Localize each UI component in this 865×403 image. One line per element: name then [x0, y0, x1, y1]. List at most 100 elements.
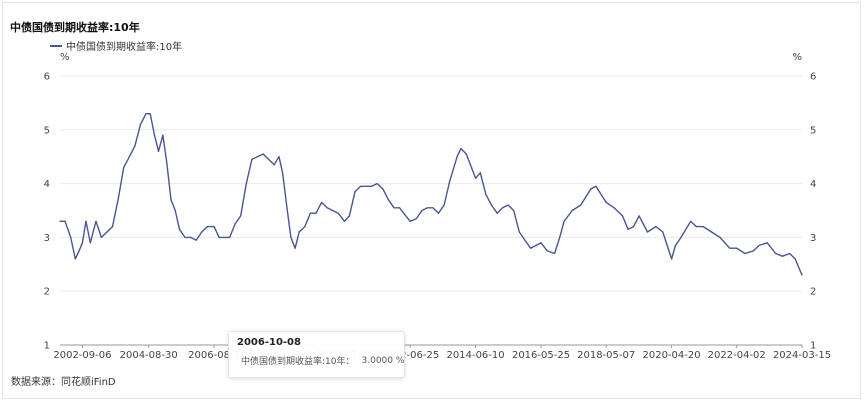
x-tick-label: 2018-05-07: [577, 350, 635, 361]
data-point: [145, 113, 147, 115]
data-point: [166, 161, 168, 163]
y-axis-right: 1 2 3 4 5 6%: [792, 52, 816, 352]
legend[interactable]: 中债国债到期收益率:10年: [50, 38, 182, 53]
y-tick-label-right: 2: [810, 287, 816, 298]
data-point: [638, 215, 640, 217]
data-point: [174, 209, 176, 212]
data-point: [690, 220, 692, 222]
data-point: [256, 156, 259, 158]
series-layer: [59, 112, 803, 276]
y-tick-label-right: 6: [810, 72, 816, 83]
data-point: [100, 236, 102, 238]
data-point: [309, 212, 311, 214]
data-point: [149, 113, 151, 115]
data-point: [273, 164, 275, 166]
data-point: [646, 231, 649, 233]
data-point: [524, 239, 526, 241]
data-point: [360, 185, 362, 187]
data-point: [393, 207, 395, 209]
data-point: [282, 172, 284, 174]
x-axis-labels: 2002-09-062004-08-302006-08-12008-07-242…: [53, 350, 831, 361]
data-point: [89, 242, 91, 244]
data-point: [680, 236, 682, 238]
tooltip-series-name: 中债国债到期收益率:10年：: [241, 357, 355, 367]
data-point: [479, 172, 481, 174]
data-point: [111, 226, 114, 228]
data-point: [382, 188, 384, 190]
data-point: [496, 212, 498, 214]
y-tick-label-left: 6: [44, 72, 50, 83]
data-point: [465, 153, 467, 155]
chart-title: 中债国债到期收益率:10年: [10, 21, 140, 34]
series-line: [60, 112, 803, 276]
data-point: [326, 207, 328, 209]
data-point: [370, 185, 373, 187]
data-point: [376, 183, 378, 185]
data-point: [563, 220, 565, 222]
data-point: [195, 239, 197, 241]
data-point: [501, 207, 504, 209]
data-point: [321, 201, 323, 204]
data-point: [553, 252, 556, 255]
data-point: [540, 242, 542, 244]
data-point: [213, 226, 215, 228]
y-tick-label-right: 1: [810, 341, 816, 352]
data-point: [201, 231, 203, 233]
data-point: [234, 223, 236, 225]
y-tick-label-right: 5: [810, 125, 816, 136]
data-point: [485, 193, 487, 195]
data-point: [153, 134, 156, 136]
data-point: [662, 231, 664, 233]
data-point: [670, 258, 673, 260]
y-tick-label-left: 1: [44, 341, 50, 352]
data-point: [139, 123, 142, 126]
data-point: [801, 274, 803, 276]
data-point: [613, 207, 615, 209]
data-point: [117, 199, 119, 201]
data-point: [294, 247, 296, 249]
data-point: [443, 204, 445, 206]
data-point: [546, 250, 548, 252]
data-point: [794, 258, 796, 260]
data-point: [251, 158, 253, 160]
data-point: [262, 153, 264, 155]
data-point: [627, 228, 629, 230]
data-point: [766, 242, 768, 244]
data-point: [736, 247, 738, 249]
data-point: [518, 231, 520, 233]
gridlines: [60, 75, 802, 292]
data-point: [70, 236, 72, 238]
data-point: [655, 226, 657, 228]
data-point: [106, 231, 108, 233]
data-point: [64, 220, 66, 222]
data-point: [513, 209, 515, 212]
data-point: [580, 204, 582, 206]
y-tick-label-left: 4: [44, 179, 50, 190]
data-point: [229, 236, 231, 238]
data-point: [789, 252, 791, 255]
data-point: [729, 247, 731, 249]
data-point: [460, 148, 462, 150]
data-point: [398, 207, 401, 209]
data-point: [123, 166, 125, 169]
legend-label: 中债国债到期收益率:10年: [66, 42, 183, 53]
data-point: [595, 185, 597, 187]
data-point: [278, 156, 280, 158]
y-axis-left: 1 2 3 4 5 6%: [44, 52, 70, 352]
data-point: [59, 220, 61, 222]
y-axis-unit-right: %: [792, 52, 802, 63]
data-point: [184, 236, 186, 238]
data-point: [170, 199, 172, 201]
data-point: [758, 244, 760, 247]
data-point: [290, 236, 292, 238]
data-point: [81, 242, 84, 244]
tooltip-value: 3.0000 %: [361, 355, 405, 366]
data-point: [354, 191, 356, 193]
data-point: [134, 145, 136, 147]
y-tick-label-left: 2: [44, 287, 50, 298]
data-point: [449, 180, 451, 182]
data-point: [456, 156, 458, 158]
x-tick-label: 2002-09-06: [53, 350, 111, 361]
data-point: [304, 226, 306, 228]
